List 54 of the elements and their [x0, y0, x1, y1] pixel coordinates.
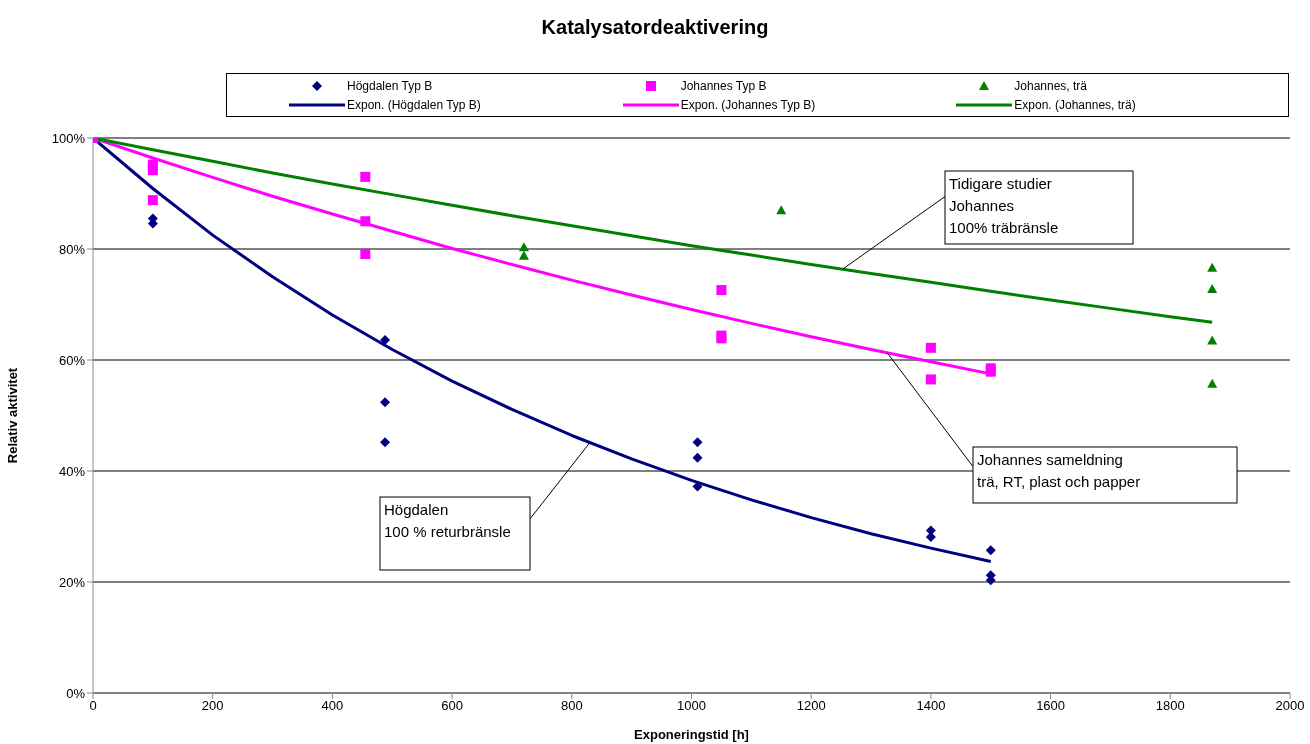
- y-tick-label: 80%: [58, 241, 86, 257]
- point: [360, 216, 371, 227]
- legend-label: Expon. (Johannes Typ B): [680, 97, 816, 112]
- point: [716, 285, 727, 296]
- point: [776, 205, 787, 215]
- point: [518, 250, 529, 260]
- legend-label: Johannes Typ B: [680, 78, 767, 93]
- x-tick-label: 400: [321, 698, 344, 714]
- point: [1207, 335, 1218, 345]
- point: [1207, 378, 1218, 388]
- point: [925, 342, 936, 353]
- legend-label: Expon. (Johannes, trä): [1014, 97, 1136, 112]
- point: [380, 397, 391, 408]
- legend-label: Högdalen Typ B: [347, 78, 433, 93]
- point: [380, 335, 391, 346]
- x-tick-label: 0: [89, 698, 97, 714]
- x-tick-label: 800: [560, 698, 583, 714]
- point: [147, 195, 158, 206]
- x-tick-label: 1200: [796, 698, 826, 714]
- point: [1207, 283, 1218, 293]
- point: [360, 171, 371, 182]
- y-tick-label: 40%: [58, 463, 86, 479]
- point: [925, 374, 936, 385]
- point: [1207, 262, 1218, 272]
- annotation: Johannes sameldning trä, RT, plast och papper: [977, 451, 1141, 490]
- x-tick-label: 1600: [1036, 698, 1066, 714]
- point: [380, 437, 391, 448]
- annotation: Tidigare studier Johannes 100% träbränsle: [949, 175, 1059, 236]
- point: [360, 249, 371, 259]
- point: [985, 545, 996, 556]
- y-axis-title: Relativ aktivitet: [4, 367, 20, 464]
- x-tick-label: 600: [441, 698, 463, 714]
- y-tick-label: 0%: [66, 685, 86, 701]
- callout: Johannes sameldning trä, RT, plast och papper: [886, 352, 1238, 504]
- y-tick-label: 60%: [58, 352, 86, 368]
- legend-label: Expon. (Högdalen Typ B): [347, 97, 481, 112]
- point: [692, 437, 703, 448]
- point: [925, 532, 936, 543]
- x-axis-title: Exponeringstid [h]: [634, 727, 749, 742]
- y-tick-label: 100%: [51, 130, 86, 146]
- callout: Högdalen 100 % returbränsle: [379, 442, 591, 571]
- chart-title: Katalysatordeaktivering: [540, 16, 770, 39]
- x-tick-label: 2000: [1275, 698, 1305, 714]
- point: [692, 452, 703, 463]
- y-tick-label: 20%: [58, 574, 86, 590]
- x-tick-label: 200: [201, 698, 224, 714]
- x-tick-label: 1800: [1155, 698, 1185, 714]
- annotation: Högdalen 100 % returbränsle: [384, 501, 511, 540]
- x-tick-label: 1000: [677, 698, 706, 714]
- legend-label: Johannes, trä: [1014, 78, 1088, 93]
- point: [147, 165, 158, 176]
- point: [518, 242, 529, 252]
- callout: Tidigare studier Johannes 100% träbränsle: [842, 170, 1134, 270]
- x-tick-label: 1400: [916, 698, 946, 714]
